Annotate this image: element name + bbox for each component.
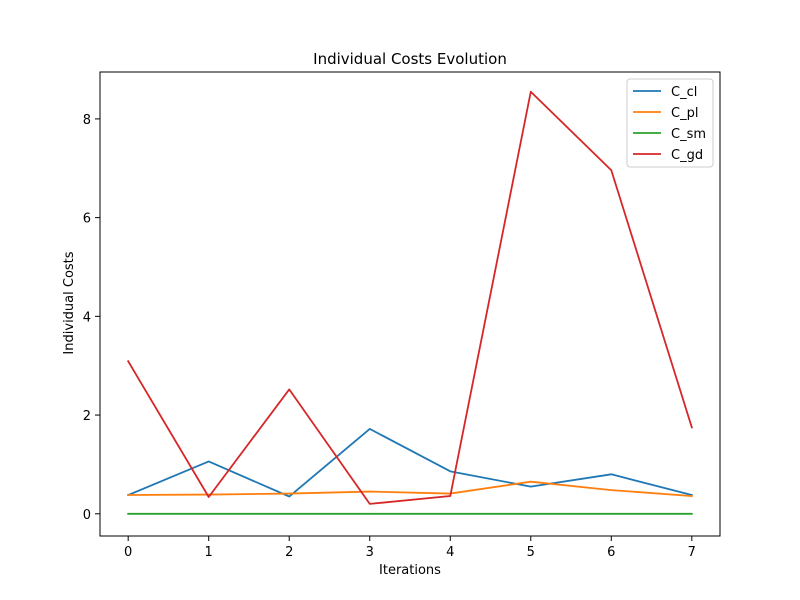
x-tick-label: 3 — [366, 545, 374, 560]
legend-label: C_pl — [671, 106, 698, 121]
y-tick-label: 6 — [83, 212, 91, 227]
y-tick-label: 4 — [83, 310, 91, 325]
y-tick-label: 8 — [83, 113, 91, 128]
chart-title: Individual Costs Evolution — [313, 50, 507, 68]
series-line-c-cl — [127, 427, 693, 498]
x-tick-label: 1 — [205, 545, 213, 560]
y-axis-label: Individual Costs — [62, 251, 77, 354]
series-line-c-gd — [126, 90, 693, 505]
series-line-c-pl — [127, 480, 693, 497]
plot-area-frame — [99, 71, 721, 537]
x-tick-label: 7 — [688, 545, 696, 560]
x-tick-label: 6 — [607, 545, 615, 560]
x-axis-label: Iterations — [379, 563, 441, 578]
legend-label: C_gd — [671, 148, 703, 163]
y-tick-label: 0 — [83, 508, 91, 523]
x-tick-label: 4 — [446, 545, 454, 560]
x-tick-label: 2 — [285, 545, 293, 560]
x-tick-label: 5 — [527, 545, 535, 560]
x-tick-label: 0 — [124, 545, 132, 560]
legend: C_cl C_pl C_sm C_gd — [626, 78, 714, 168]
legend-label: C_cl — [671, 85, 697, 100]
legend-box — [626, 78, 714, 168]
y-tick-label: 2 — [83, 409, 91, 424]
legend-label: C_sm — [671, 127, 706, 142]
